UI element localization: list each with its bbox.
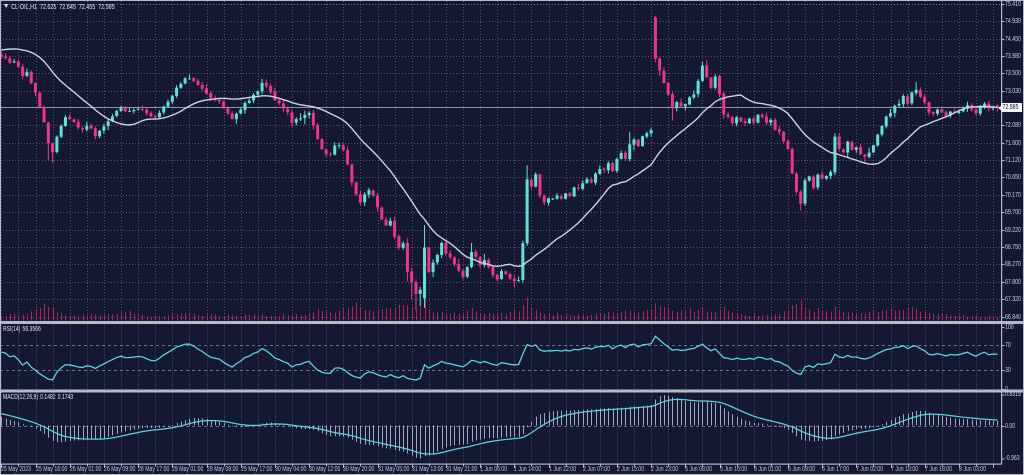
price-axis-label: 71.600 [1005,140,1021,147]
price-axis-label: 68.270 [1005,261,1021,268]
time-axis-label: 30 May 12:00 [309,466,341,473]
time-axis-label: 8 Jun 03:00 [959,466,987,473]
price-axis-label: 72.080 [1005,122,1021,129]
rsi-scale-label: 70 [1005,342,1011,349]
title-open-value: 72.625 [39,2,57,11]
rsi-indicator-value: 56.3566 [22,326,41,333]
price-axis-label: 73.500 [1005,70,1021,77]
price-axis-label: 69.220 [1005,227,1021,234]
time-axis-label: 30 May 20:00 [343,466,375,473]
chart-title: CL-OIL,H1 72.625 72.645 72.455 72.585 [4,3,118,12]
macd-indicator-name: MACD(12,26,9) [3,393,39,401]
time-axis-label: 26 May 09:00 [104,466,136,473]
price-axis-label: 74.450 [1005,36,1021,43]
rsi-indicator-name: RSI(14) [3,326,21,333]
time-axis-label: 6 Jun 01:00 [754,466,782,473]
time-axis-label: 5 Jun 16:00 [720,466,748,473]
time-axis-label: 7 Jun 18:00 [925,466,953,473]
time-axis-label: 31 May 05:00 [378,466,410,473]
symbol-timeframe-label: CL-OIL,H1 [11,2,38,11]
title-high-value: 72.645 [59,2,76,11]
price-axis-label: 66.840 [1005,314,1021,321]
time-axis-label: 29 May 01:00 [172,466,204,473]
time-axis-label: 6 Jun 09:00 [788,466,816,473]
macd-scale-min-label: -0.963 [1005,455,1020,462]
title-close-value: 72.585 [98,2,115,11]
time-axis-label: 26 May 01:00 [70,466,102,473]
price-axis-label: 69.700 [1005,209,1021,216]
rsi-scale-label: 100 [1005,324,1014,331]
symbol-dropdown-icon[interactable] [4,4,9,8]
price-axis-label: 73.030 [1005,88,1021,95]
time-axis-label: 2 Jun 23:00 [651,466,679,473]
price-axis-label: 70.650 [1005,174,1021,181]
time-axis-label: 6 Jun 17:00 [822,466,850,473]
rsi-scale-label: 0 [1005,386,1008,393]
price-axis-label: 70.170 [1005,192,1021,199]
time-axis-label: 31 May 13:00 [412,466,444,473]
time-axis-label: 1 Jun 14:00 [514,466,542,473]
macd-scale-zero-label: 0.00 [1005,423,1016,430]
time-axis-label: 7 Jun 02:00 [856,466,884,473]
macd-main-value: 0.1482 [40,393,56,401]
title-low-value: 72.455 [78,2,96,11]
time-axis-label: 25 May 2023 [1,466,31,473]
time-axis-label: 1 Jun 06:00 [480,466,508,473]
time-axis-label: 25 May 16:00 [36,466,68,473]
time-axis-label: 29 May 09:00 [207,466,239,473]
price-axis-label: 74.930 [1005,18,1021,25]
time-axis-label: 2 Jun 15:00 [617,466,645,473]
time-axis-label: 31 May 21:00 [446,466,478,473]
time-axis-label: 29 May 17:00 [241,466,273,473]
time-axis-label: 30 May 04:00 [275,466,307,473]
price-axis-label: 68.750 [1005,244,1021,251]
time-axis-label: 1 Jun 22:00 [549,466,577,473]
price-axis-label: 67.320 [1005,296,1021,303]
macd-scale-max-label: 0.8319 [1005,391,1021,398]
time-axis-label: 26 May 17:00 [138,466,170,473]
current-price-value: 72.585 [1002,104,1019,111]
time-axis-label: 7 Jun 10:00 [891,466,919,473]
time-axis-label: 2 Jun 07:00 [583,466,611,473]
rsi-pane-label: RSI(14) 56.3566 [3,326,43,334]
rsi-scale-label: 30 [1005,367,1011,374]
macd-pane-label: MACD(12,26,9) 0.1482 0.1743 [3,394,75,402]
price-axis-label: 67.800 [1005,279,1021,286]
macd-signal-value: 0.1743 [57,393,74,401]
current-price-box: 72.585 [998,103,1022,112]
time-axis-label: 5 Jun 08:00 [685,466,713,473]
price-axis-label: 71.120 [1005,157,1021,164]
price-axis-label: 73.980 [1005,53,1021,60]
price-axis-label: 75.410 [1005,1,1021,8]
